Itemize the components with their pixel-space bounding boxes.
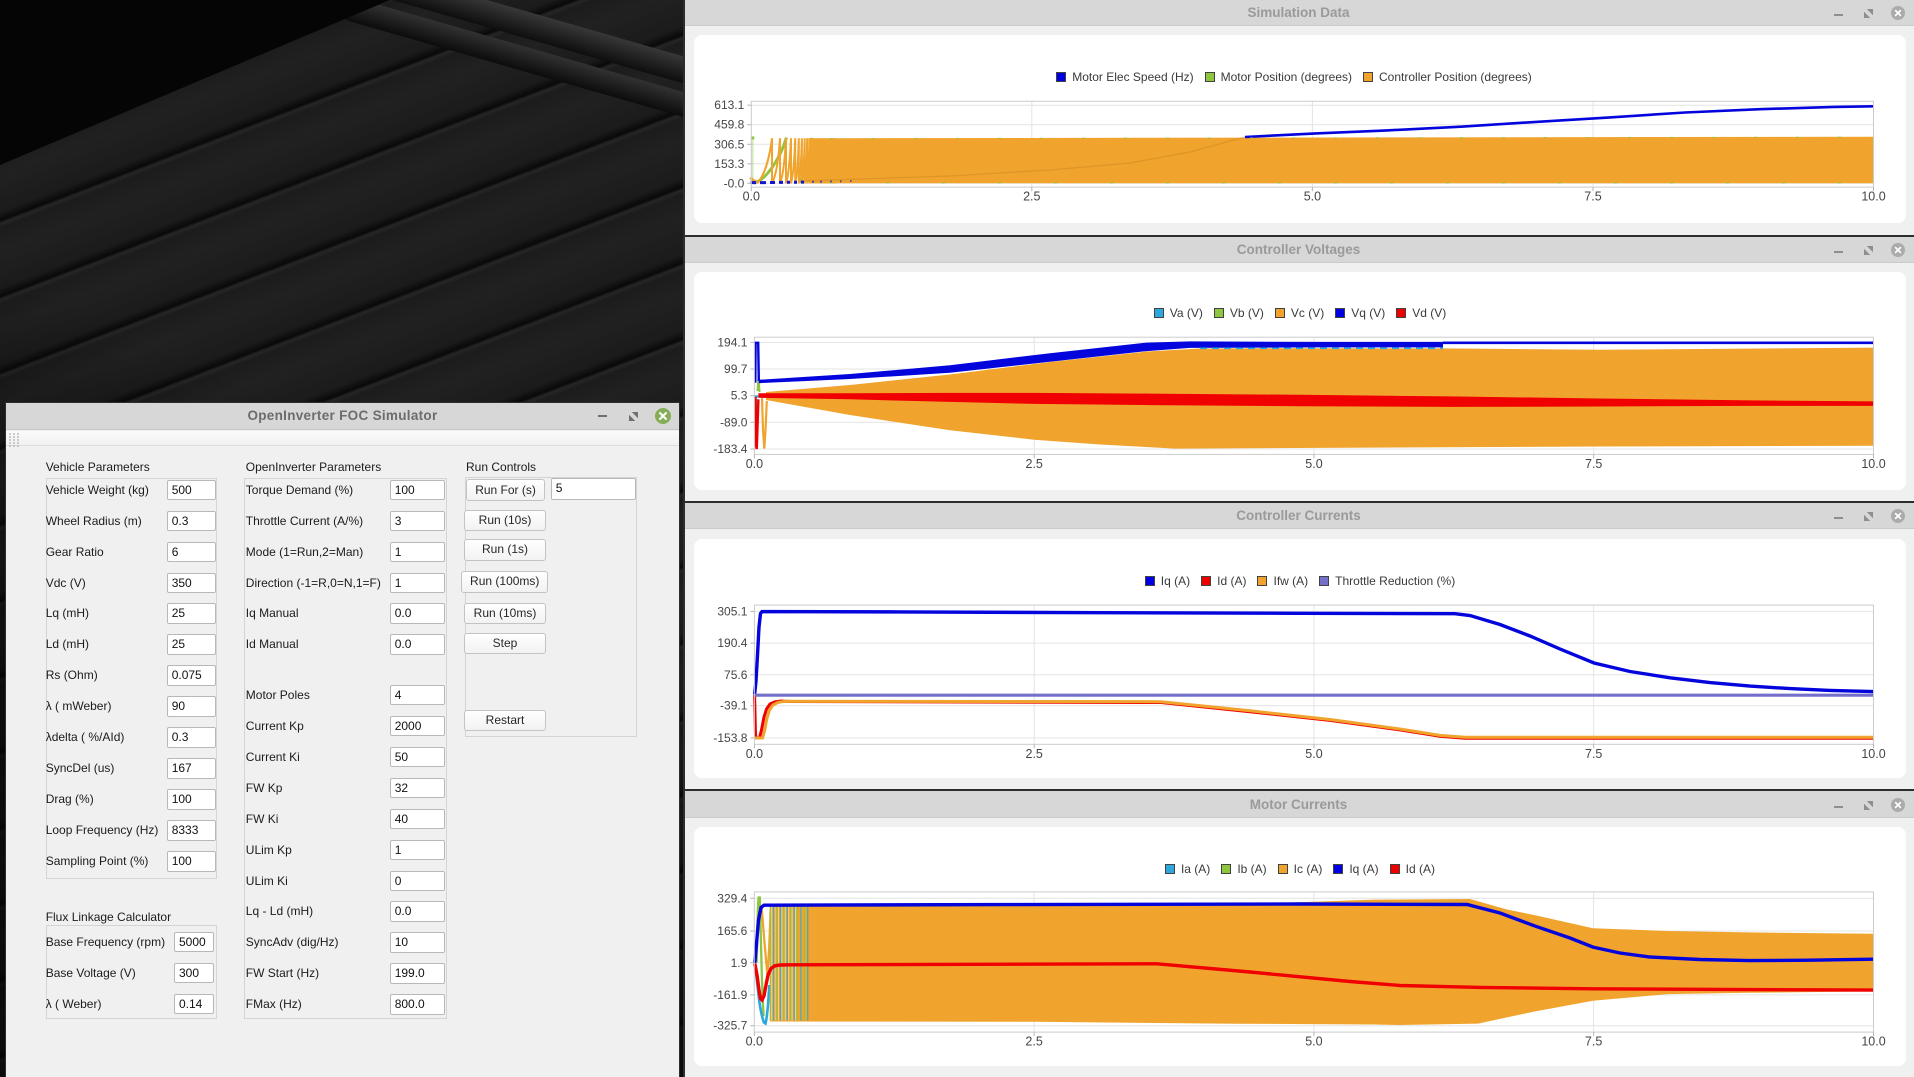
svg-text:-161.9: -161.9 [713,988,747,1002]
svg-text:-325.7: -325.7 [713,1019,747,1033]
svg-text:2.5: 2.5 [1025,1035,1042,1049]
svg-text:5.0: 5.0 [1305,747,1322,761]
svg-text:7.5: 7.5 [1585,457,1602,471]
svg-text:2.5: 2.5 [1026,457,1043,471]
svg-text:2.5: 2.5 [1023,190,1040,204]
svg-text:153.3: 153.3 [714,157,744,171]
svg-text:165.6: 165.6 [717,924,747,938]
svg-text:1.9: 1.9 [731,956,748,970]
svg-text:10.0: 10.0 [1861,457,1885,471]
svg-text:5.3: 5.3 [731,389,748,403]
svg-text:7.5: 7.5 [1584,190,1601,204]
svg-text:0.0: 0.0 [746,457,763,471]
svg-text:613.1: 613.1 [714,98,744,112]
svg-text:-0.0: -0.0 [724,176,745,190]
svg-text:329.4: 329.4 [717,891,747,905]
svg-text:-153.8: -153.8 [713,731,747,745]
svg-text:10.0: 10.0 [1861,190,1885,204]
svg-text:-39.1: -39.1 [720,699,748,713]
svg-text:5.0: 5.0 [1305,1035,1322,1049]
svg-text:7.5: 7.5 [1585,1035,1602,1049]
svg-text:305.1: 305.1 [717,604,747,618]
svg-text:0.0: 0.0 [743,190,760,204]
svg-text:7.5: 7.5 [1585,747,1602,761]
svg-text:194.1: 194.1 [717,335,747,349]
svg-text:-183.4: -183.4 [713,442,747,456]
svg-text:306.5: 306.5 [714,137,744,151]
svg-text:459.8: 459.8 [714,118,744,132]
svg-text:2.5: 2.5 [1026,747,1043,761]
svg-text:0.0: 0.0 [746,747,763,761]
svg-text:5.0: 5.0 [1304,190,1321,204]
svg-text:-89.0: -89.0 [720,415,748,429]
svg-text:0.0: 0.0 [746,1035,763,1049]
svg-text:99.7: 99.7 [724,362,748,376]
svg-text:190.4: 190.4 [717,636,747,650]
svg-text:10.0: 10.0 [1861,1035,1885,1049]
svg-text:5.0: 5.0 [1305,457,1322,471]
svg-text:10.0: 10.0 [1861,747,1885,761]
svg-text:75.6: 75.6 [724,668,748,682]
